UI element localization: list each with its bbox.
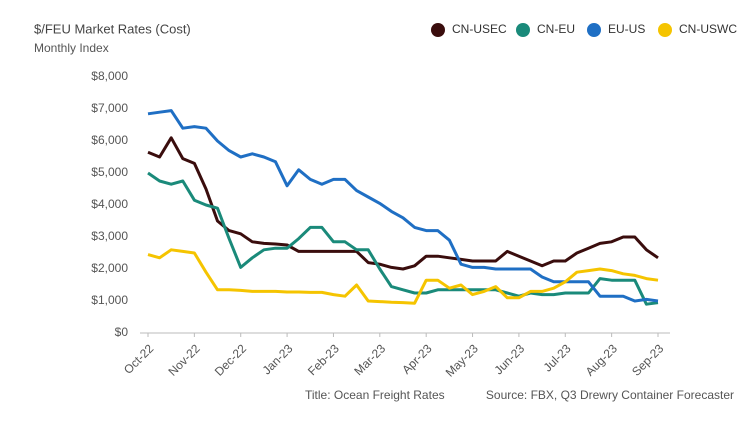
caption: Title: Ocean Freight Rates: [305, 388, 445, 402]
chart-title: $/FEU Market Rates (Cost): [34, 21, 191, 36]
x-tick-label: Mar-23: [351, 341, 388, 378]
legend-label: CN-USEC: [452, 22, 507, 36]
legend-label: CN-USWC: [679, 22, 737, 36]
legend-marker: [587, 23, 601, 37]
y-tick-label: $2,000: [91, 261, 128, 275]
y-tick-label: $7,000: [91, 101, 128, 115]
series-line: [147, 171, 659, 306]
x-tick-label: Dec-22: [212, 341, 249, 378]
x-tick-label: May-23: [443, 341, 481, 379]
x-tick-label: Feb-23: [305, 341, 342, 378]
y-tick-label: $6,000: [91, 133, 128, 147]
y-tick-label: $4,000: [91, 197, 128, 211]
series-line: [147, 136, 659, 271]
x-tick-label: Apr-23: [399, 341, 435, 377]
x-tick-label: Oct-22: [121, 341, 157, 377]
legend-marker: [431, 23, 445, 37]
y-tick-label: $5,000: [91, 165, 128, 179]
legend-marker: [516, 23, 530, 37]
source: Source: FBX, Q3 Drewry Container Forecas…: [486, 388, 734, 402]
x-tick-label: Jan-23: [260, 341, 296, 377]
legend-marker: [658, 23, 672, 37]
legend-label: EU-US: [608, 22, 645, 36]
x-tick-label: Nov-22: [165, 341, 202, 378]
y-tick-label: $3,000: [91, 229, 128, 243]
y-tick-label: $1,000: [91, 293, 128, 307]
legend-label: CN-EU: [537, 22, 575, 36]
series-line: [147, 248, 659, 305]
series-line: [147, 109, 659, 303]
x-tick-label: Jun-23: [491, 341, 527, 377]
chart-subtitle: Monthly Index: [34, 41, 109, 55]
x-tick-label: Aug-23: [583, 341, 620, 378]
y-tick-label: $8,000: [91, 69, 128, 83]
y-tick-label: $0: [115, 325, 129, 339]
x-tick-label: Jul-23: [541, 341, 574, 374]
x-tick-label: Sep-23: [629, 341, 666, 378]
